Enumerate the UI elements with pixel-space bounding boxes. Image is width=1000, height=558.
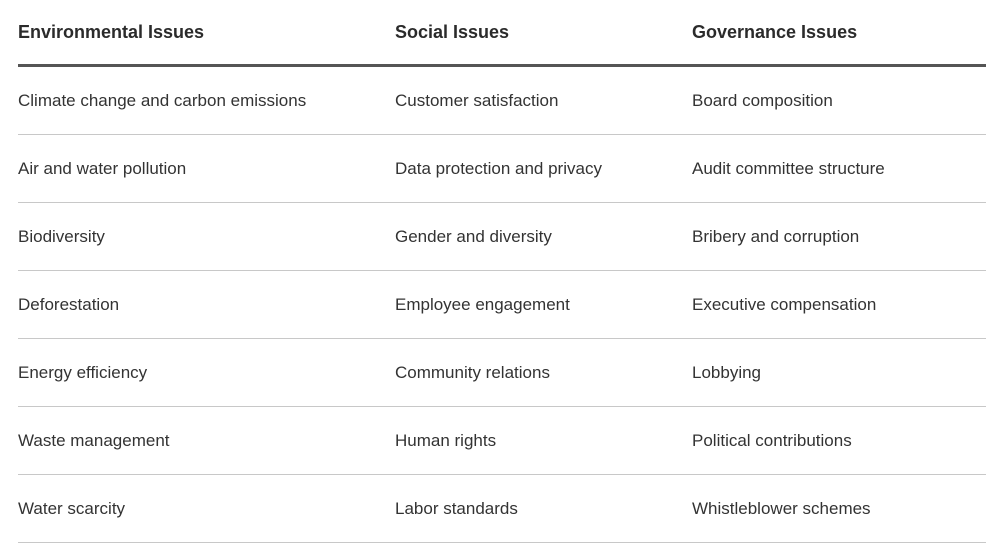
header-environmental: Environmental Issues [18,0,395,67]
header-row: Environmental Issues Social Issues Gover… [18,0,986,67]
cell-environmental: Water scarcity [18,474,395,543]
cell-governance: Executive compensation [692,270,986,339]
cell-environmental: Waste management [18,406,395,475]
header-social: Social Issues [395,0,692,67]
cell-governance: Political contributions [692,406,986,475]
table-row: Air and water pollution Data protection … [18,134,986,203]
table-header: Environmental Issues Social Issues Gover… [18,0,986,67]
table-row: Water scarcity Labor standards Whistlebl… [18,474,986,543]
cell-environmental: Climate change and carbon emissions [18,65,395,135]
cell-governance: Board composition [692,65,986,135]
table-row: Climate change and carbon emissions Cust… [18,65,986,135]
cell-governance: Lobbying [692,338,986,407]
cell-environmental: Deforestation [18,270,395,339]
cell-environmental: Biodiversity [18,202,395,271]
cell-social: Data protection and privacy [395,134,692,203]
table-row: Waste management Human rights Political … [18,406,986,475]
cell-social: Employee engagement [395,270,692,339]
cell-governance: Whistleblower schemes [692,474,986,543]
cell-environmental: Air and water pollution [18,134,395,203]
cell-governance: Audit committee structure [692,134,986,203]
cell-social: Customer satisfaction [395,65,692,135]
table-body: Climate change and carbon emissions Cust… [18,65,986,543]
cell-social: Labor standards [395,474,692,543]
cell-social: Community relations [395,338,692,407]
cell-social: Human rights [395,406,692,475]
esg-issues-table: Environmental Issues Social Issues Gover… [18,0,986,543]
cell-governance: Bribery and corruption [692,202,986,271]
cell-environmental: Energy efficiency [18,338,395,407]
table-row: Deforestation Employee engagement Execut… [18,270,986,339]
cell-social: Gender and diversity [395,202,692,271]
table-row: Biodiversity Gender and diversity Briber… [18,202,986,271]
header-governance: Governance Issues [692,0,986,67]
table-row: Energy efficiency Community relations Lo… [18,338,986,407]
